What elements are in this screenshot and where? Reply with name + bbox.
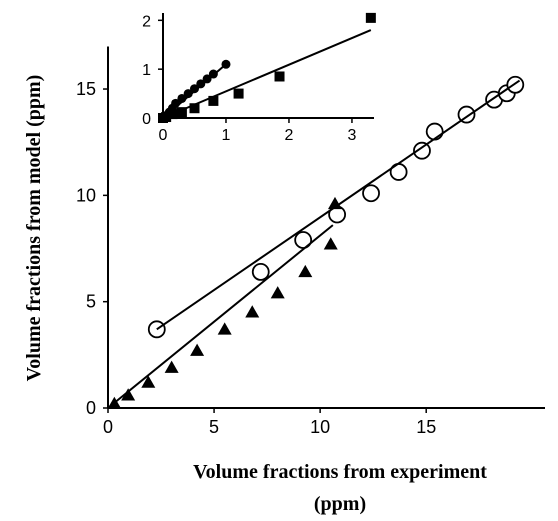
point — [141, 375, 155, 387]
x-tick-label: 0 — [159, 127, 168, 144]
point — [245, 305, 259, 317]
x-tick-label: 3 — [348, 127, 357, 144]
point — [324, 237, 338, 249]
x-tick-label: 15 — [416, 417, 436, 437]
point — [427, 124, 443, 140]
point — [275, 71, 285, 81]
y-tick-label: 5 — [86, 292, 96, 312]
y-tick-label: 0 — [142, 111, 151, 128]
fit-line — [163, 30, 371, 118]
point — [271, 286, 285, 298]
point — [218, 322, 232, 334]
fit-line — [108, 225, 333, 408]
y-tick-label: 15 — [76, 79, 96, 99]
x-axis-label: (ppm) — [314, 493, 366, 515]
point — [366, 13, 376, 23]
x-tick-label: 10 — [310, 417, 330, 437]
y-tick-label: 1 — [142, 62, 151, 79]
y-tick-label: 10 — [76, 185, 96, 205]
x-tick-label: 0 — [103, 417, 113, 437]
plot-area: 051015051015 — [76, 47, 545, 438]
point — [507, 77, 523, 93]
plot-area: 0 1 2 3 0 1 2 — [142, 13, 376, 144]
point — [190, 344, 204, 356]
y-tick-label: 0 — [86, 398, 96, 418]
x-tick-label: 5 — [209, 417, 219, 437]
x-tick-label: 2 — [285, 127, 294, 144]
point — [298, 265, 312, 277]
x-tick-label: 1 — [222, 127, 231, 144]
point — [165, 361, 179, 373]
point — [363, 185, 379, 201]
y-tick-label: 2 — [142, 13, 151, 30]
x-axis-label: Volume fractions from experiment — [193, 461, 487, 483]
point — [234, 89, 244, 99]
point — [253, 264, 269, 280]
y-axis-label: Volume fractions from model (ppm) — [23, 75, 45, 382]
